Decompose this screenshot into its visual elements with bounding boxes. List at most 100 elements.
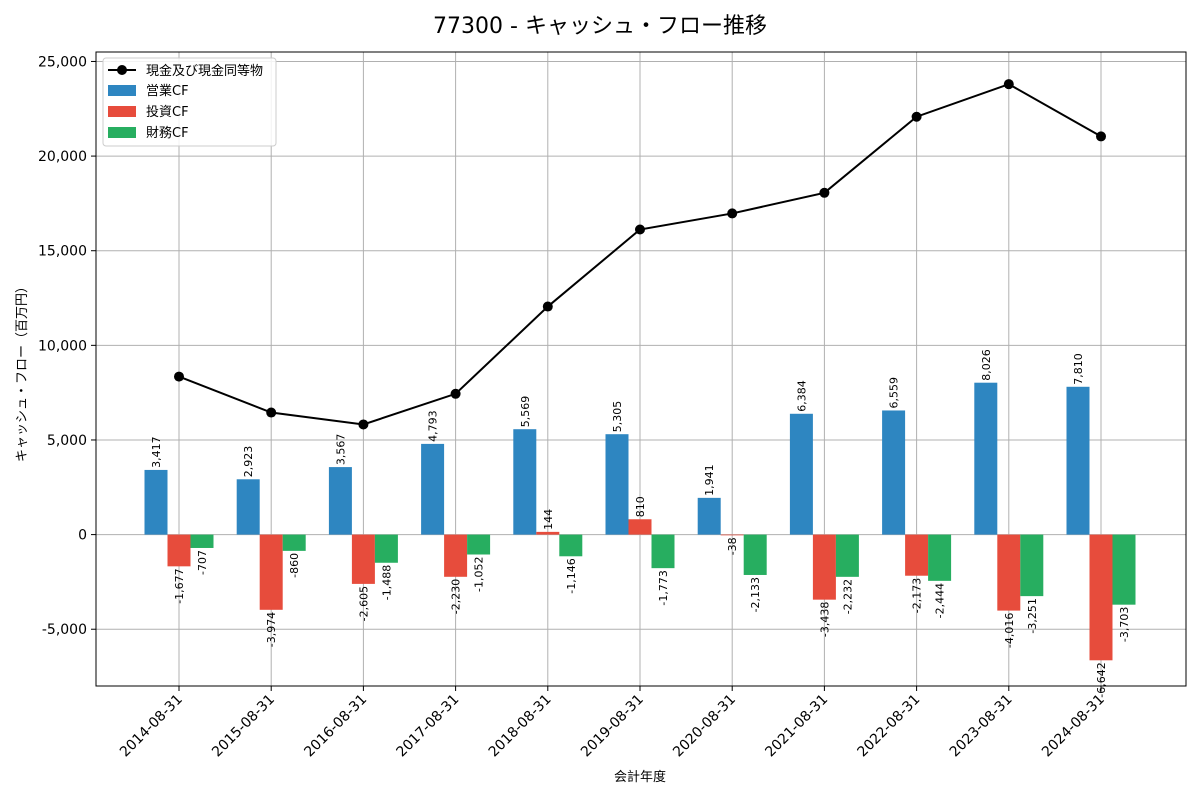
cash-point [174, 371, 184, 382]
bar-1 [351, 534, 375, 584]
y-axis-label: キャッシュ・フロー（百万円） [15, 280, 30, 462]
cash-point [635, 224, 645, 235]
cash-line-group [174, 79, 1106, 430]
bar-2 [190, 534, 214, 548]
y-tick-label: 25,000 [38, 54, 87, 70]
bar-2 [467, 534, 491, 555]
bar-2 [743, 534, 767, 575]
y-tick-label: 5,000 [47, 433, 87, 449]
bar-label: 8,026 [980, 349, 993, 381]
bar-1 [1089, 534, 1113, 661]
bar-0 [144, 469, 168, 535]
bar-label: 6,384 [795, 380, 808, 412]
bar-0 [789, 413, 813, 535]
bar-1 [259, 534, 283, 610]
bar-1 [536, 531, 560, 535]
bar-2 [1112, 534, 1136, 605]
x-tick-label: 2023-08-31 [947, 692, 1016, 761]
x-tick-label: 2022-08-31 [855, 692, 924, 761]
bar-label: -3,974 [265, 612, 278, 647]
y-tick-label: 15,000 [38, 244, 87, 260]
bar-label: 4,793 [427, 410, 440, 442]
bar-0 [328, 467, 352, 535]
bar-label: -3,251 [1026, 598, 1039, 633]
bars-group [144, 382, 1136, 661]
x-axis-ticks: 2014-08-31 2015-08-31 2016-08-31 2017-08-31… [117, 686, 1108, 760]
bar-0 [513, 429, 537, 535]
y-tick-label: -5,000 [42, 622, 87, 638]
bar-label: -2,605 [357, 586, 370, 621]
bar-label: -1,677 [173, 568, 186, 603]
legend-box [102, 57, 277, 147]
y-axis-ticks: -5,000 0 5,000 10,000 15,000 20,000 25,000 [38, 54, 96, 638]
bar-label: -707 [196, 550, 209, 575]
bar-1 [812, 534, 836, 600]
x-tick-label: 2016-08-31 [301, 692, 370, 761]
cash-point [450, 388, 461, 399]
bar-label: 144 [542, 509, 555, 530]
bar-1 [444, 534, 468, 577]
bar-0 [421, 443, 445, 535]
bar-label: 3,417 [150, 436, 163, 468]
y-tick-label: 20,000 [38, 149, 87, 165]
legend-swatch [108, 127, 136, 138]
bar-label: -2,232 [841, 579, 854, 614]
bar-0 [236, 479, 260, 535]
y-tick-label: 0 [78, 528, 87, 544]
bar-1 [628, 519, 652, 535]
legend-label: 財務CF [146, 126, 189, 141]
grid-lines [96, 52, 1186, 686]
bar-1 [167, 534, 191, 567]
bar-label: -1,146 [565, 558, 578, 593]
bar-label: 1,941 [703, 464, 716, 496]
cash-point [819, 187, 830, 198]
cash-point [911, 111, 922, 122]
x-tick-label: 2024-08-31 [1039, 692, 1108, 761]
bar-label: -1,488 [380, 565, 393, 600]
legend-swatch [108, 106, 136, 117]
bar-label: -2,230 [450, 579, 463, 614]
bar-label: 5,305 [611, 401, 624, 433]
bar-2 [559, 534, 583, 557]
bar-2 [1020, 534, 1044, 597]
chart-title: 77300 - キャッシュ・フロー推移 [433, 14, 767, 39]
bar-label: 5,569 [519, 396, 532, 428]
cash-point [727, 208, 738, 219]
bar-label: -4,016 [1003, 613, 1016, 648]
bar-label: -1,052 [473, 557, 486, 592]
bar-label: -2,173 [911, 578, 924, 613]
bar-label: 6,559 [888, 377, 901, 409]
bar-label: -2,133 [749, 577, 762, 612]
legend-label: 現金及び現金同等物 [146, 63, 263, 79]
x-tick-label: 2015-08-31 [209, 692, 278, 761]
bar-0 [697, 497, 721, 535]
bar-label: -3,703 [1118, 607, 1131, 642]
bar-1 [997, 534, 1021, 611]
bar-label: 7,810 [1072, 353, 1085, 385]
bar-value-labels: 3,417 2,923 3,567 4,793 5,569 5,305 1,941 6,384… [150, 349, 1131, 698]
bar-label: -6,642 [1095, 662, 1108, 697]
x-tick-label: 2018-08-31 [486, 692, 555, 761]
bar-label: 810 [634, 496, 647, 517]
cash-point [358, 419, 369, 430]
bar-2 [282, 534, 306, 551]
y-tick-label: 10,000 [38, 338, 87, 354]
cash-point [266, 407, 277, 418]
bar-0 [605, 434, 629, 535]
bar-2 [651, 534, 675, 569]
x-axis-label: 会計年度 [614, 769, 666, 785]
x-tick-label: 2019-08-31 [578, 692, 647, 761]
cash-point [542, 301, 553, 312]
bar-label: -1,773 [657, 570, 670, 605]
x-tick-label: 2014-08-31 [117, 692, 186, 761]
bar-0 [974, 382, 998, 535]
bar-2 [928, 534, 952, 581]
bar-2 [374, 534, 398, 563]
bar-label: -860 [288, 553, 301, 578]
x-tick-label: 2021-08-31 [762, 692, 831, 761]
bar-label: -38 [726, 537, 739, 555]
legend-label: 投資CF [146, 104, 189, 120]
bar-label: 3,567 [334, 434, 347, 466]
